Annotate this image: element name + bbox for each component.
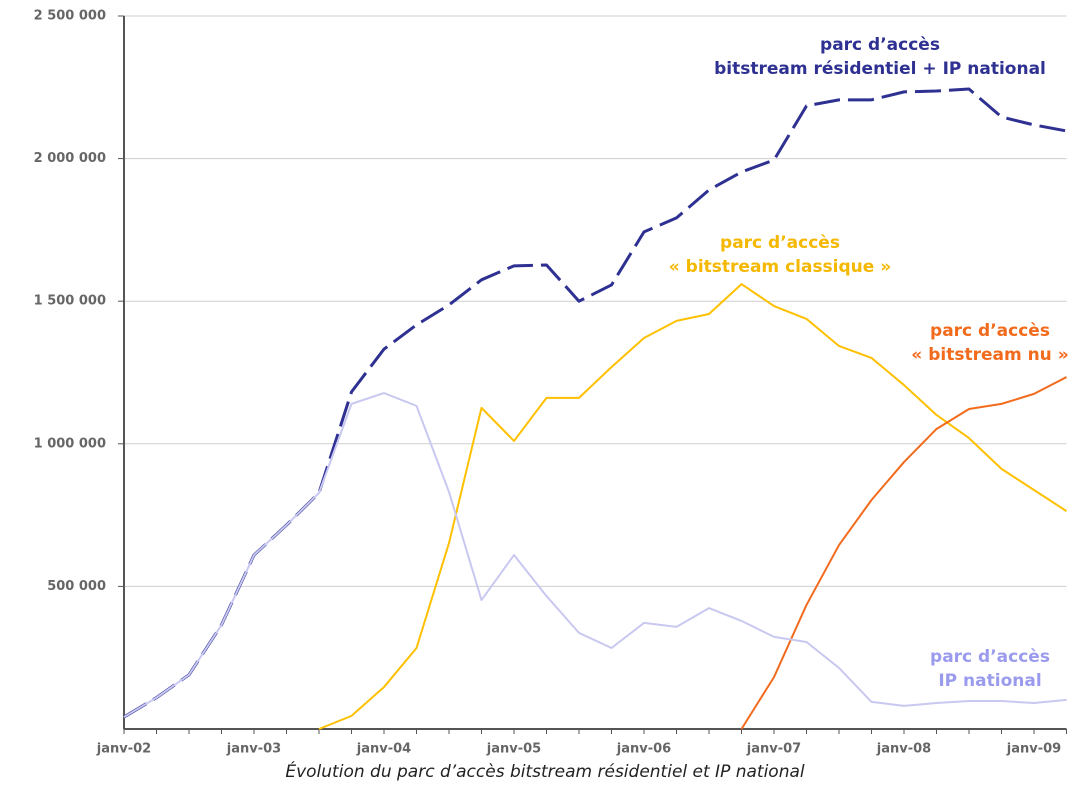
series-label-line: parc d’accès: [930, 321, 1050, 341]
x-tick-label: janv-09: [1006, 742, 1061, 757]
chart-caption: Évolution du parc d’accès bitstream rési…: [285, 760, 805, 782]
x-tick-label: janv-08: [876, 742, 931, 757]
series-label-line: « bitstream nu »: [911, 345, 1068, 365]
y-tick-label: 1 500 000: [34, 294, 106, 309]
x-tick-label: janv-05: [486, 742, 541, 757]
y-tick-label: 2 000 000: [34, 151, 106, 166]
series-label-line: parc d’accès: [720, 233, 840, 253]
series-label: parc d’accès « bitstream classique »: [669, 233, 891, 277]
y-tick-label: 500 000: [47, 579, 106, 594]
series-label: parc d’accès bitstream résidentiel + IP n…: [714, 35, 1046, 79]
x-tick-label: janv-02: [96, 742, 151, 757]
x-tick-label: janv-04: [356, 742, 411, 757]
series-line: [740, 376, 1067, 730]
series-line: [123, 392, 1067, 718]
x-tick-label: janv-07: [746, 742, 801, 757]
series-label-line: parc d’accès: [930, 647, 1050, 667]
y-tick-label: 2 500 000: [34, 9, 106, 24]
x-tick-label: janv-03: [226, 742, 281, 757]
y-tick-label: 1 000 000: [34, 436, 106, 451]
series-label-line: « bitstream classique »: [669, 257, 891, 277]
series-line: [318, 283, 1068, 730]
series-label-line: bitstream résidentiel + IP national: [714, 59, 1046, 79]
series-label: parc d’accès « bitstream nu »: [911, 321, 1068, 365]
series-line: [123, 87, 1067, 719]
series-label-line: parc d’accès: [820, 35, 940, 55]
series-label-line: IP national: [938, 671, 1041, 691]
x-tick-label: janv-06: [616, 742, 671, 757]
series-label: parc d’accès IP national: [930, 647, 1050, 691]
